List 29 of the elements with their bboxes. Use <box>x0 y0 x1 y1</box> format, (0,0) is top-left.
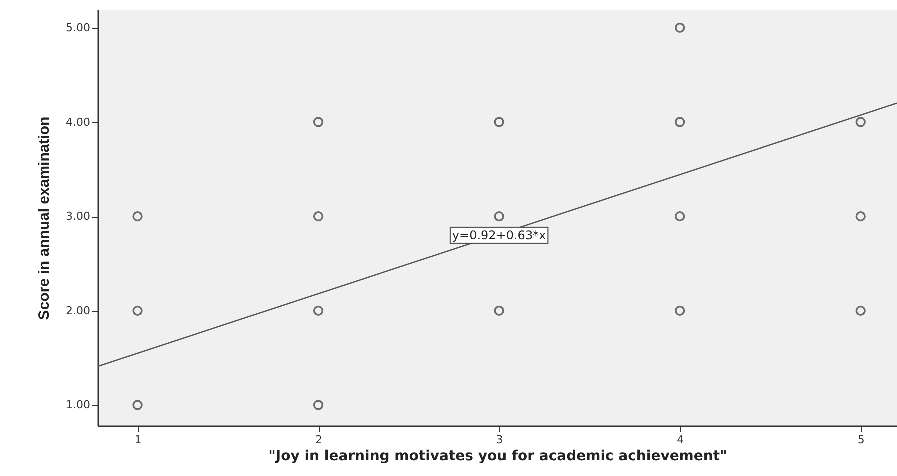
point <box>674 22 686 33</box>
point <box>856 117 866 128</box>
x-tick-label: 2 <box>316 434 323 446</box>
point <box>674 212 686 222</box>
y-tick-label: 4.00 <box>66 116 90 129</box>
point <box>132 306 143 316</box>
point <box>494 306 504 316</box>
point <box>674 306 686 316</box>
point <box>674 117 686 128</box>
point <box>313 400 324 410</box>
point <box>132 400 143 410</box>
x-tick-label: 3 <box>496 434 504 446</box>
point <box>494 212 504 222</box>
y-tick-label: 2.00 <box>66 304 90 318</box>
x-axis-title: "Joy in learning motivates you for academic achievement" <box>268 448 728 464</box>
y-axis-title: Score in annual examination <box>36 116 54 320</box>
point <box>313 117 324 128</box>
x-tick-label: 1 <box>134 434 142 446</box>
y-tick-label: 3.00 <box>66 210 90 224</box>
point <box>494 117 504 128</box>
x-tick-label: 5 <box>858 434 865 446</box>
y-tick-label: 1.00 <box>66 398 90 412</box>
x-tick-label: 4 <box>677 434 684 446</box>
point <box>856 306 866 316</box>
point <box>856 212 866 222</box>
point <box>313 306 324 316</box>
point <box>132 212 143 222</box>
y-tick-label: 5.00 <box>66 21 90 34</box>
point <box>313 212 324 222</box>
